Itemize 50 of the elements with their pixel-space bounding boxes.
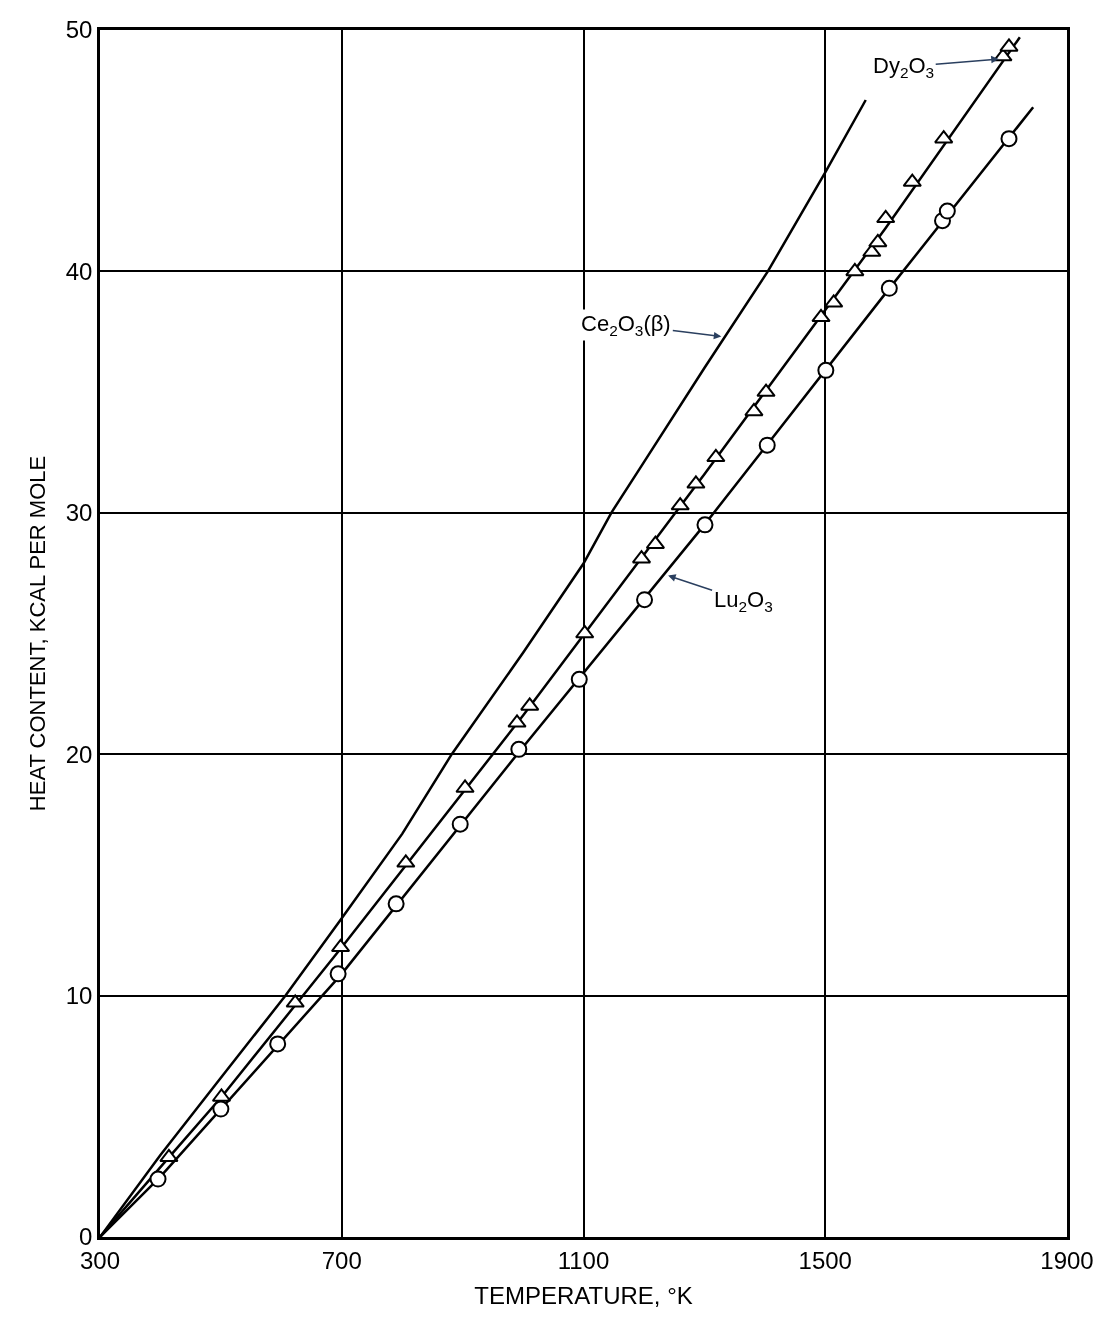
x-tick-label: 1500: [798, 1246, 852, 1274]
point: [575, 625, 595, 639]
point: [999, 38, 1019, 52]
point: [758, 436, 776, 454]
y-tick-label: 30: [65, 499, 93, 527]
point: [706, 448, 726, 463]
point: [696, 516, 714, 534]
point: [455, 779, 475, 793]
point: [756, 383, 776, 397]
y-axis-title: HEAT CONTENT, KCAL PER MOLE: [24, 455, 50, 812]
point: [876, 209, 896, 224]
y-tick-label: 10: [65, 982, 93, 1009]
point: [159, 1148, 179, 1163]
point: [636, 591, 654, 609]
point: [868, 233, 888, 248]
annotation: Lu$_{2}$O$_{3}$: [714, 587, 773, 615]
point: [269, 1035, 287, 1053]
point: [387, 895, 405, 913]
point: [1000, 130, 1018, 148]
point: [212, 1100, 230, 1118]
point: [845, 262, 865, 277]
point: [902, 173, 922, 187]
point: [510, 740, 528, 758]
annotation: Dy$_{2}$O$_{3}$: [873, 53, 935, 81]
point: [880, 279, 898, 297]
point: [149, 1170, 167, 1188]
point: [396, 854, 416, 868]
annotation: Ce$_{2}$O$_{3}$(β): [581, 311, 671, 339]
point: [744, 402, 764, 417]
point: [507, 714, 527, 728]
point: [938, 202, 956, 220]
x-tick-label: 1900: [1040, 1246, 1094, 1274]
y-tick-label: 50: [65, 16, 93, 44]
point: [824, 294, 844, 308]
y-tick-label: 20: [65, 740, 93, 768]
point: [686, 475, 706, 489]
x-tick-label: 1100: [557, 1246, 610, 1274]
point: [811, 308, 831, 323]
y-tick-label: 40: [65, 257, 93, 285]
point: [329, 965, 347, 983]
x-axis-title: TEMPERATURE, °K: [474, 1281, 693, 1309]
point: [285, 994, 305, 1008]
point: [451, 815, 469, 833]
point: [934, 130, 954, 144]
point: [570, 670, 588, 688]
x-tick-label: 700: [321, 1246, 362, 1274]
point: [670, 497, 690, 511]
point: [520, 697, 540, 711]
point: [330, 938, 351, 953]
point: [817, 361, 835, 379]
